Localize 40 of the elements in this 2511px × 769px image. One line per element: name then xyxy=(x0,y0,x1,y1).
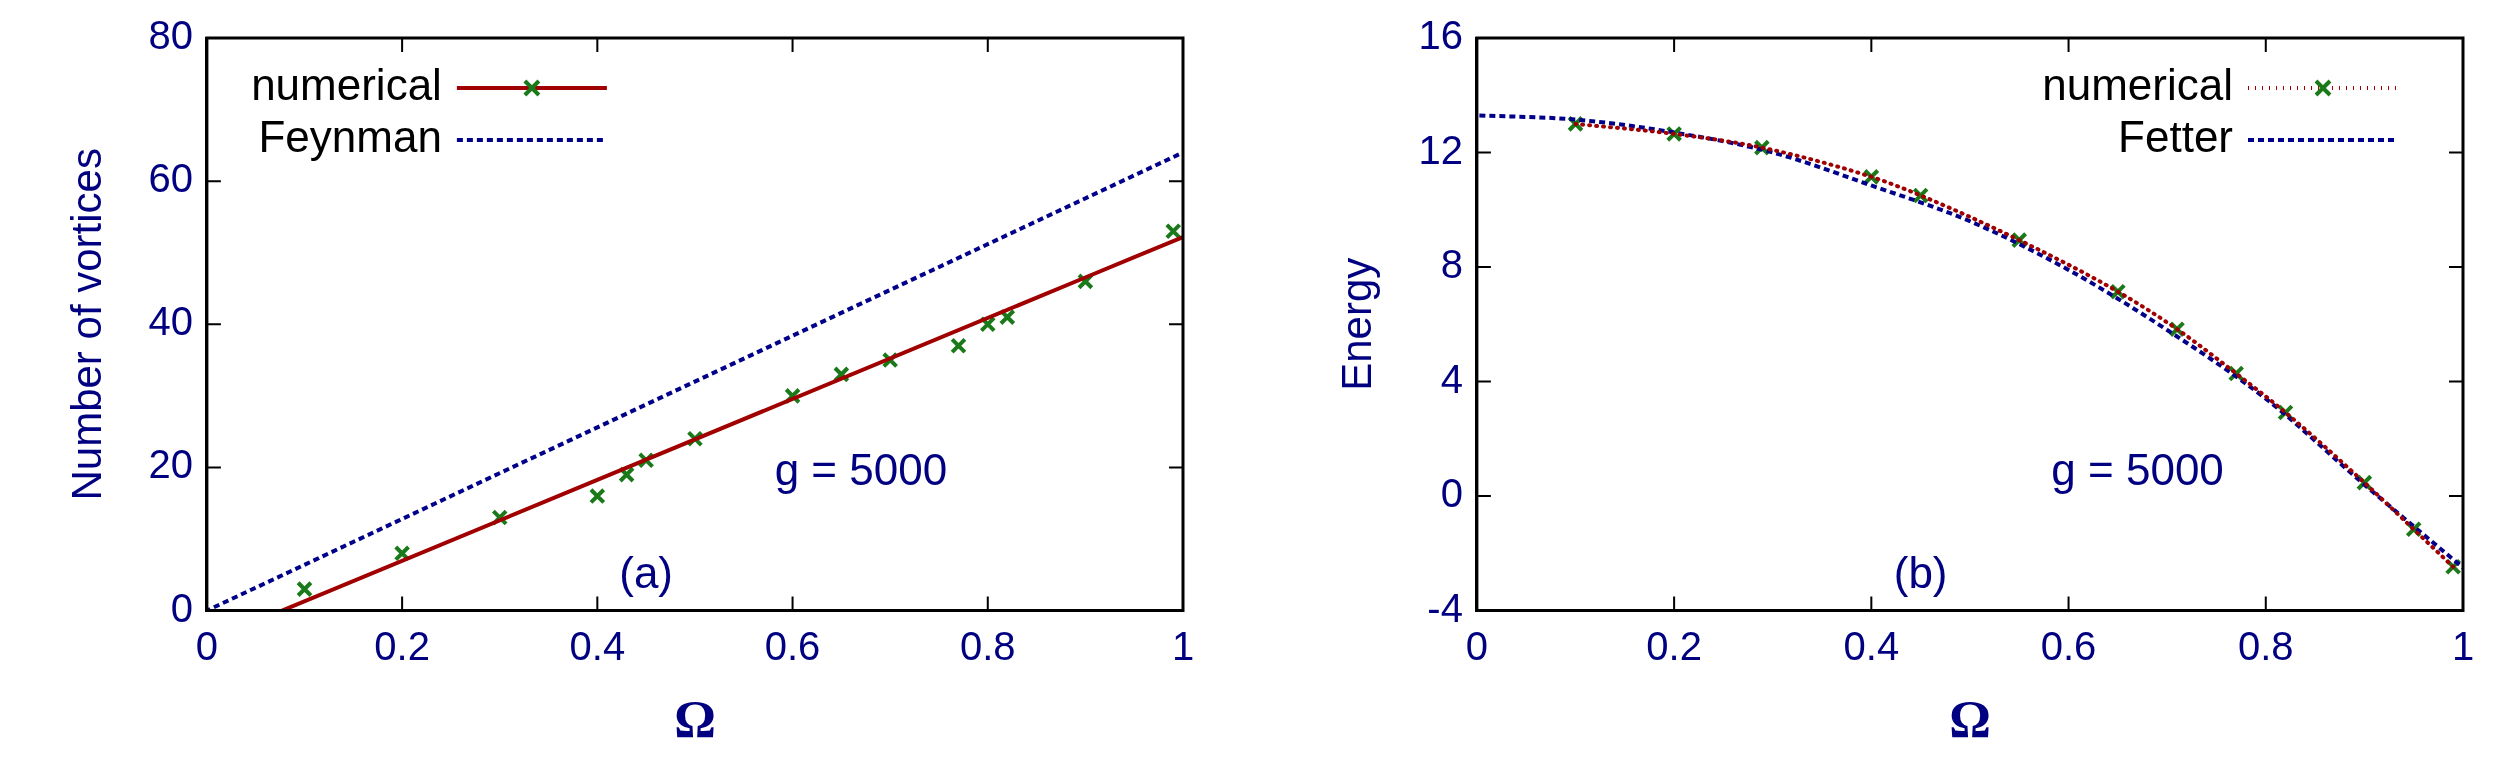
point xyxy=(950,337,967,355)
point xyxy=(588,487,606,505)
y-axis-title: Energy xyxy=(1332,257,1380,391)
x-tick-label: 0.6 xyxy=(764,623,821,668)
x-tick-label: 1 xyxy=(1171,623,1195,668)
annotation: (b) xyxy=(1893,548,1948,598)
legend-label: numerical xyxy=(2042,60,2233,110)
legend-label: Fetter xyxy=(2118,112,2233,162)
legend-label: numerical xyxy=(251,60,442,110)
x-tick-label: 0.8 xyxy=(2237,623,2294,668)
y-tick-label: 8 xyxy=(1440,242,1463,287)
y-tick-label: 80 xyxy=(148,13,193,58)
y-tick-label: 4 xyxy=(1440,356,1463,401)
annotation: g = 5000 xyxy=(2051,445,2224,495)
x-tick-label: 1 xyxy=(2451,623,2475,668)
annotation: g = 5000 xyxy=(774,445,948,495)
y-tick-label: 12 xyxy=(1418,127,1463,172)
point xyxy=(979,315,997,333)
x-tick-label: 0.2 xyxy=(374,623,430,668)
point xyxy=(296,580,313,598)
x-tick-label: 0.4 xyxy=(569,623,626,668)
y-tick-label: 0 xyxy=(1440,471,1463,516)
annotation: (a) xyxy=(619,548,674,598)
y-tick-label: -4 xyxy=(1427,585,1463,630)
y-tick-label: 0 xyxy=(170,585,193,630)
point xyxy=(998,308,1016,326)
x-tick-label: 0.4 xyxy=(1843,623,1900,668)
point xyxy=(618,466,635,483)
x-tick-label: 0.8 xyxy=(959,623,1016,668)
x-axis-title: Ω xyxy=(674,691,716,749)
y-tick-label: 20 xyxy=(148,442,193,487)
legend-label: Feynman xyxy=(258,112,442,162)
x-axis-title: Ω xyxy=(1949,691,1991,749)
point xyxy=(1164,222,1182,240)
y-tick-label: 60 xyxy=(148,156,193,201)
x-tick-label: 0.6 xyxy=(2040,623,2097,668)
y-tick-label: 40 xyxy=(148,299,193,344)
x-tick-label: 0.2 xyxy=(1646,623,1702,668)
y-tick-label: 16 xyxy=(1418,13,1463,58)
y-axis-title: Number of vortices xyxy=(62,148,110,501)
